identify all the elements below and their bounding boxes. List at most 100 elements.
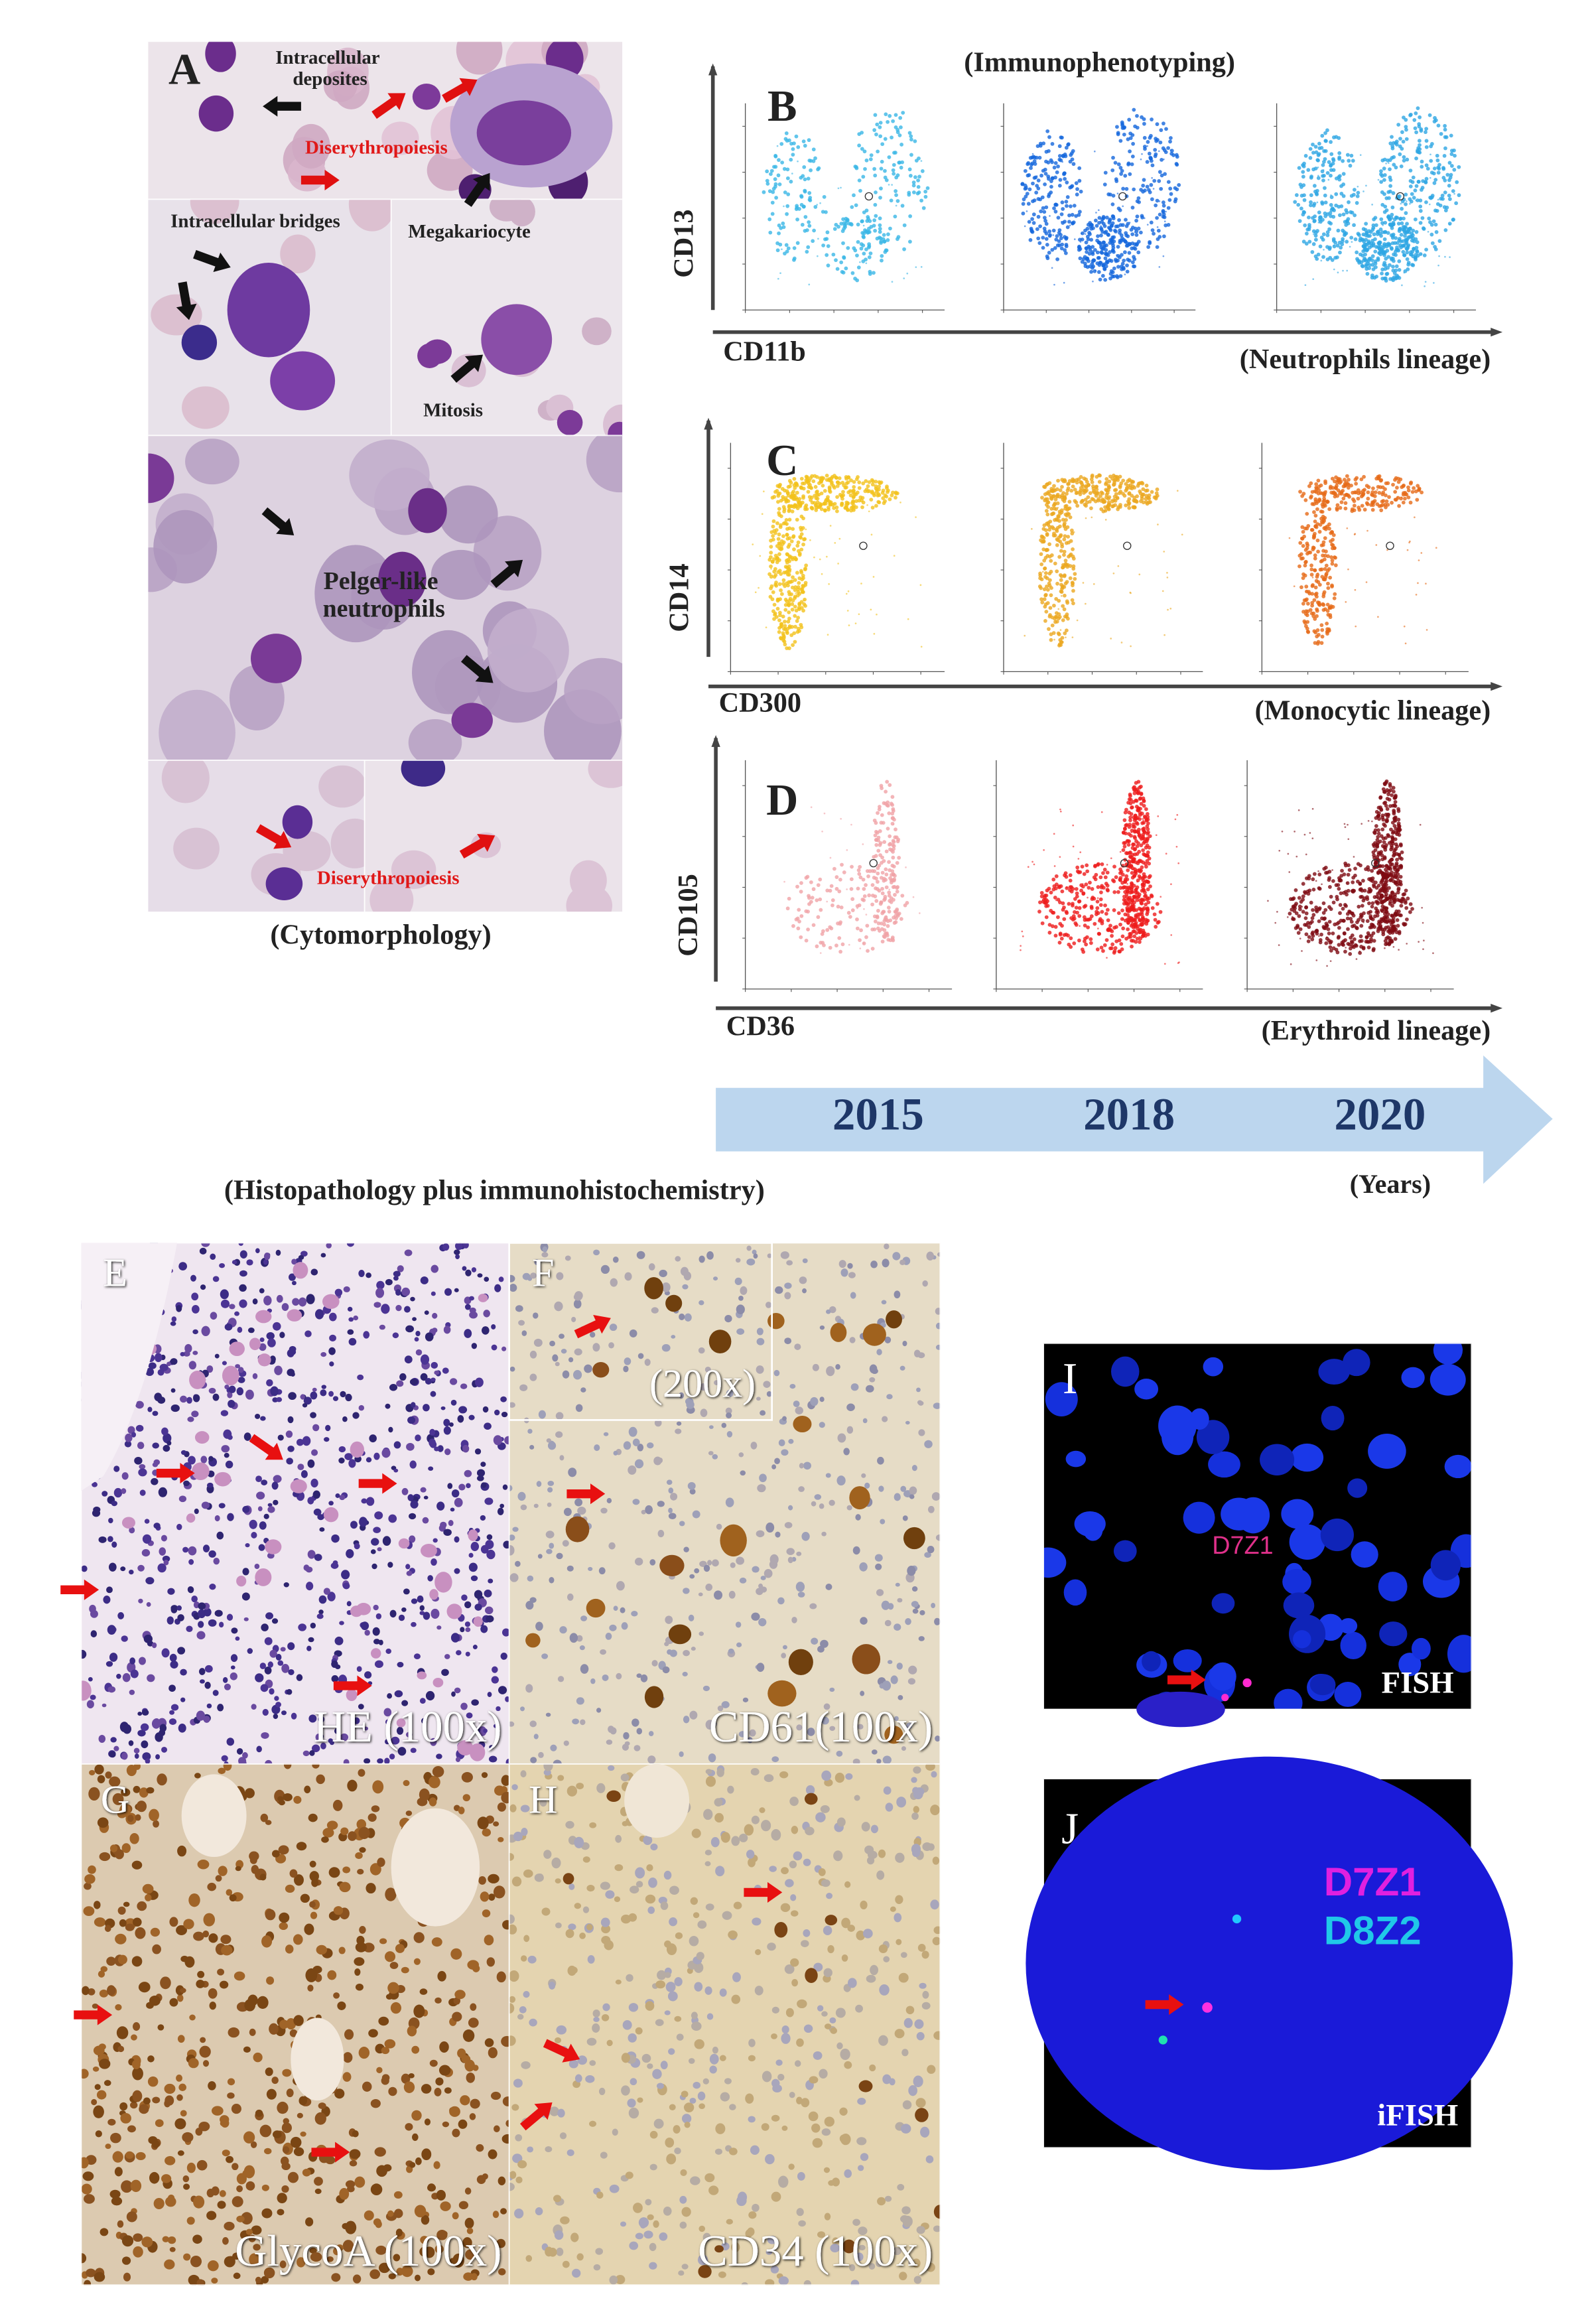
event-dot — [1058, 488, 1063, 492]
event-dot — [1311, 204, 1316, 208]
event-dot — [1104, 216, 1109, 220]
event-dot — [759, 555, 762, 557]
event-dot — [839, 905, 844, 910]
event-dot — [862, 898, 866, 902]
event-dot — [1145, 912, 1150, 916]
event-dot — [826, 263, 830, 268]
event-dot — [1084, 485, 1089, 490]
event-dot — [1065, 513, 1069, 518]
event-dot — [791, 172, 793, 174]
event-dot — [1383, 220, 1388, 225]
event-dot — [1150, 163, 1155, 168]
event-dot — [1420, 159, 1424, 164]
event-dot — [897, 161, 902, 165]
event-dot — [1372, 844, 1376, 849]
event-dot — [1051, 526, 1056, 531]
event-dot — [1036, 214, 1041, 219]
event-dot — [803, 567, 807, 572]
event-dot — [1135, 113, 1139, 118]
arrow — [459, 833, 496, 859]
event-dot — [1110, 202, 1115, 206]
event-dot — [799, 514, 804, 519]
event-dot — [1083, 488, 1087, 493]
event-dot — [1038, 224, 1042, 228]
event-dot — [1321, 543, 1325, 547]
panel-letter: C — [766, 437, 798, 485]
event-dot — [835, 484, 840, 488]
event-dot — [877, 493, 882, 498]
arrow — [176, 281, 197, 320]
cell — [159, 689, 235, 760]
event-dot — [1121, 886, 1126, 890]
event-dot — [1300, 525, 1305, 529]
event-dot — [880, 786, 884, 791]
event-dot — [1364, 222, 1368, 226]
event-dot — [818, 897, 823, 902]
event-dot — [829, 525, 832, 527]
event-dot — [1153, 918, 1158, 922]
event-dot — [880, 253, 884, 258]
event-dot — [1153, 154, 1158, 159]
event-dot — [777, 507, 781, 511]
event-dot — [842, 255, 846, 259]
event-dot — [1325, 490, 1327, 492]
y-axis-label: CD14 — [664, 563, 695, 632]
event-dot — [1138, 481, 1142, 486]
event-dot — [1359, 494, 1364, 499]
event-dot — [1380, 827, 1385, 832]
event-dot — [1163, 963, 1166, 965]
event-dot — [1302, 193, 1306, 198]
event-dot — [1391, 264, 1395, 269]
event-dot — [879, 186, 883, 191]
event-dot — [1146, 245, 1151, 249]
event-dot — [1130, 881, 1134, 886]
event-dot — [1055, 537, 1059, 541]
event-dot — [1174, 153, 1179, 157]
event-dot — [1410, 180, 1415, 184]
event-dot — [1415, 498, 1420, 502]
event-dot — [1296, 931, 1301, 935]
event-dot — [1100, 910, 1104, 914]
y-axis-label: CD105 — [673, 874, 704, 956]
event-dot — [891, 885, 896, 890]
event-dot — [775, 597, 780, 602]
event-dot — [1313, 145, 1318, 149]
event-dot — [865, 262, 868, 265]
event-dot — [1309, 176, 1313, 180]
event-dot — [792, 141, 796, 145]
event-dot — [1034, 190, 1039, 195]
event-dot — [1323, 193, 1327, 198]
event-dot — [852, 488, 856, 493]
event-dot — [1137, 833, 1142, 837]
cell — [330, 818, 365, 868]
event-dot — [1388, 222, 1392, 226]
event-dot — [1311, 142, 1315, 147]
event-dot — [1380, 190, 1384, 194]
event-dot — [1361, 898, 1366, 903]
event-dot — [1124, 186, 1129, 191]
event-dot — [1121, 848, 1126, 853]
event-dot — [1372, 217, 1376, 222]
event-dot — [1053, 925, 1058, 929]
event-dot — [1313, 167, 1318, 171]
event-dot — [1129, 833, 1133, 838]
event-dot — [1047, 542, 1051, 547]
event-dot — [803, 189, 807, 194]
event-dot — [878, 226, 882, 231]
event-dot — [1110, 638, 1112, 640]
event-dot — [1418, 559, 1420, 561]
event-dot — [1132, 894, 1136, 899]
event-dot — [771, 186, 776, 191]
event-dot — [1132, 857, 1136, 861]
event-dot — [852, 492, 857, 496]
event-dot — [824, 210, 828, 214]
event-dot — [787, 526, 792, 531]
event-dot — [1039, 597, 1043, 602]
event-dot — [888, 184, 890, 186]
event-dot — [1346, 872, 1351, 877]
event-dot — [1036, 178, 1041, 182]
event-dot — [1340, 868, 1344, 873]
event-dot — [1046, 500, 1051, 505]
event-dot — [1397, 504, 1401, 508]
event-dot — [1025, 192, 1029, 196]
